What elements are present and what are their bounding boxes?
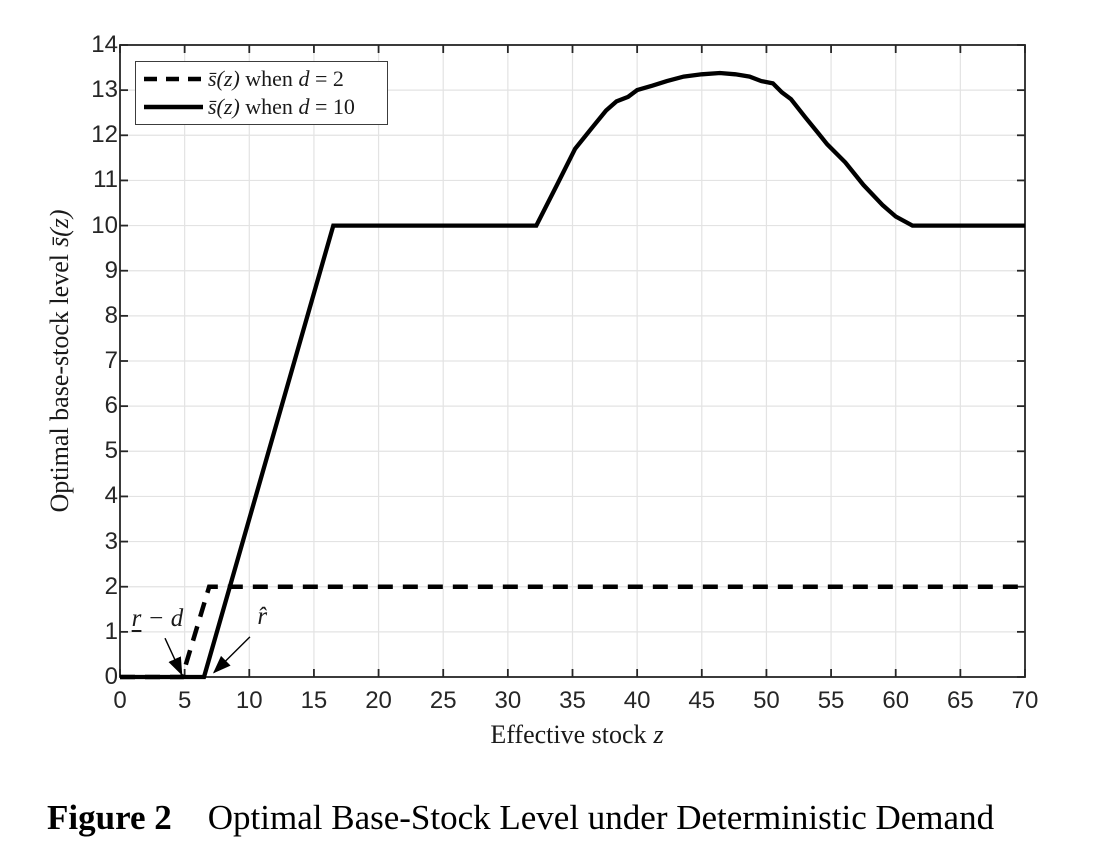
x-tick-label: 5 <box>177 687 192 714</box>
y-tick-label: 7 <box>104 347 118 374</box>
figure-caption: Figure 2 Optimal Base-Stock Level under … <box>47 798 994 838</box>
y-axis-label-math: s̄(z) <box>45 209 74 248</box>
y-tick-label: 1 <box>104 617 118 645</box>
x-tick-label: 20 <box>365 687 392 714</box>
x-tick-label: 70 <box>1011 687 1039 714</box>
dashed-line-sample <box>144 76 203 82</box>
chart-canvas <box>119 44 1026 680</box>
figure-caption-title: Optimal Base-Stock Level under Determini… <box>207 798 995 837</box>
legend-box: s̄(z) when d = 2 s̄(z) when d = 10 <box>135 61 388 125</box>
y-tick-label: 4 <box>104 482 118 510</box>
x-tick-label: 15 <box>300 687 328 714</box>
x-tick-label: 60 <box>882 687 910 714</box>
x-tick-label: 50 <box>753 687 780 714</box>
y-tick-label: 2 <box>104 572 118 600</box>
figure-caption-label: Figure 2 <box>47 798 172 837</box>
series-solid-line <box>120 70 1025 680</box>
y-tick-label: 6 <box>104 392 118 420</box>
annotation-label: r − d <box>131 605 184 633</box>
y-tick-label: 11 <box>93 166 118 194</box>
y-tick-label: 8 <box>104 301 118 329</box>
x-tick-label: 30 <box>494 687 522 714</box>
x-tick-label: 55 <box>817 687 845 714</box>
x-tick-label: 40 <box>623 687 651 714</box>
y-tick-label: 5 <box>104 437 118 465</box>
solid-line-sample <box>144 104 203 110</box>
x-axis-label: Effective stock z <box>490 720 663 750</box>
legend-label: s̄(z) when d = 10 <box>208 94 355 120</box>
legend-label: s̄(z) when d = 2 <box>208 65 344 91</box>
y-tick-label: 0 <box>104 663 118 690</box>
y-tick-label: 3 <box>104 527 118 555</box>
x-tick-label: 10 <box>235 687 263 714</box>
legend-entry-d10: s̄(z) when d = 10 <box>144 94 381 121</box>
x-tick-label: 35 <box>559 687 586 714</box>
y-tick-label: 12 <box>91 121 118 149</box>
x-tick-label: 25 <box>429 687 457 714</box>
x-tick-label: 0 <box>113 687 127 714</box>
x-tick-label: 45 <box>688 687 716 714</box>
y-tick-label: 10 <box>91 211 118 239</box>
x-axis-label-text: Effective stock <box>490 720 647 749</box>
annotation-arrow <box>212 636 251 674</box>
y-axis-label-text: Optimal base-stock level <box>45 254 74 513</box>
annotation-arrow <box>164 637 183 676</box>
y-axis-label: Optimal base-stock level s̄(z) <box>45 209 75 512</box>
legend-entry-d2: s̄(z) when d = 2 <box>144 65 381 92</box>
y-tick-label: 14 <box>91 31 118 58</box>
x-tick-label: 65 <box>946 687 974 714</box>
x-axis-label-math: z <box>653 720 664 749</box>
y-tick-label: 13 <box>91 76 118 104</box>
annotation-label: r̂ <box>257 602 268 630</box>
y-tick-label: 9 <box>104 256 118 284</box>
